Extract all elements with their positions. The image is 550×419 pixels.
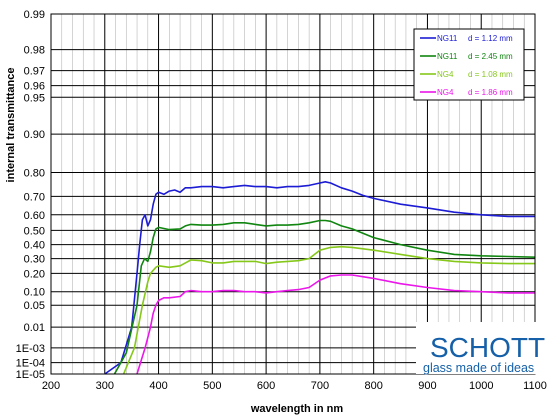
x-tick-label: 500 xyxy=(203,380,221,392)
legend: NG11 d = 1.12 mm NG11 d = 2.45 mm NG4 d = 1.0… xyxy=(413,28,525,101)
y-tick-label: 1E-03 xyxy=(16,343,45,355)
x-tick-label: 1100 xyxy=(523,380,547,392)
legend-series-name: NG11 xyxy=(437,52,458,61)
minor-gridlines xyxy=(61,14,525,374)
x-tick-label: 200 xyxy=(42,380,60,392)
legend-thickness: d = 1.86 mm xyxy=(468,88,513,97)
x-tick-labels: 200 300 400 500 600 700 800 900 1000 1100 xyxy=(42,380,547,392)
y-tick-label: 0.98 xyxy=(24,45,45,57)
x-tick-label: 1000 xyxy=(469,380,493,392)
series-lines xyxy=(104,181,536,375)
legend-series-name: NG4 xyxy=(437,88,454,97)
x-tick-label: 600 xyxy=(257,380,275,392)
x-tick-label: 400 xyxy=(149,380,167,392)
y-tick-label: 0.30 xyxy=(24,254,45,266)
legend-thickness: d = 1.12 mm xyxy=(468,34,513,43)
y-tick-label: 0.50 xyxy=(24,225,45,237)
series-line-1 xyxy=(104,181,535,375)
series-line-3 xyxy=(122,245,535,375)
legend-thickness: d = 2.45 mm xyxy=(468,52,513,61)
x-axis-label: wavelength in nm xyxy=(250,403,344,415)
y-tick-label: 1E-05 xyxy=(16,369,45,381)
legend-thickness: d = 1.08 mm xyxy=(468,70,513,79)
y-tick-label: 0.80 xyxy=(24,167,45,179)
y-tick-label: 0.97 xyxy=(24,66,45,78)
logo-background xyxy=(416,322,538,374)
legend-box xyxy=(413,28,525,101)
legend-series-name: NG4 xyxy=(437,70,454,79)
schott-logo: SCHOTT glass made of ideas xyxy=(416,322,545,375)
legend-series-name: NG11 xyxy=(437,34,458,43)
y-tick-label: 0.20 xyxy=(24,268,45,280)
logo-brand: SCHOTT xyxy=(430,332,545,363)
plot-frame xyxy=(50,13,536,375)
series-line-4 xyxy=(136,274,535,375)
x-tick-label: 800 xyxy=(364,380,382,392)
y-axis-label: internal transmittance xyxy=(5,68,17,183)
y-tick-label: 0.10 xyxy=(24,287,45,299)
x-tick-label: 300 xyxy=(96,380,114,392)
y-tick-labels: 0.99 0.98 0.97 0.960.95 0.90 0.80 0.70 0.60 0.50… xyxy=(16,9,45,381)
series-line-2 xyxy=(113,219,536,375)
x-tick-label: 700 xyxy=(311,380,329,392)
y-tick-label: 0.70 xyxy=(24,191,45,203)
y-tick-label: 0.60 xyxy=(24,210,45,222)
y-tick-label: 0.01 xyxy=(24,322,45,334)
y-tick-label: 0.05 xyxy=(24,300,45,312)
x-tick-label: 900 xyxy=(418,380,436,392)
y-tick-label: 1E-04 xyxy=(16,358,45,370)
logo-tagline: glass made of ideas xyxy=(423,361,534,375)
y-tick-label: 0.99 xyxy=(24,9,45,21)
y-tick-label: 0.95 xyxy=(24,92,45,104)
y-tick-label: 0.96 xyxy=(24,81,45,93)
y-tick-label: 0.90 xyxy=(24,129,45,141)
y-tick-label: 0.40 xyxy=(24,240,45,252)
